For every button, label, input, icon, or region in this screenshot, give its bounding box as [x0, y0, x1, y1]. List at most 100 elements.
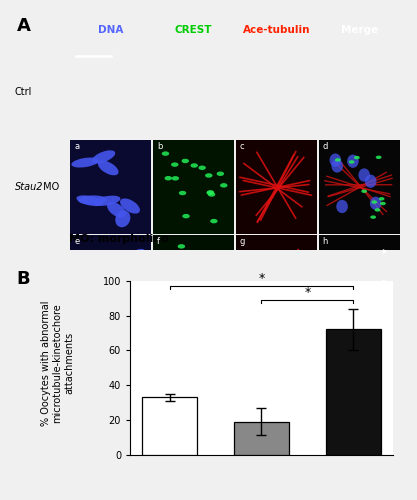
- Circle shape: [211, 291, 218, 295]
- Ellipse shape: [93, 196, 121, 206]
- Circle shape: [351, 265, 357, 268]
- Circle shape: [210, 219, 218, 224]
- Ellipse shape: [115, 210, 131, 228]
- Circle shape: [181, 158, 189, 163]
- Ellipse shape: [339, 296, 350, 310]
- Ellipse shape: [78, 196, 107, 204]
- Circle shape: [192, 286, 200, 290]
- Circle shape: [172, 176, 179, 180]
- Circle shape: [163, 292, 171, 296]
- Circle shape: [165, 288, 172, 293]
- Circle shape: [216, 294, 224, 298]
- Ellipse shape: [334, 285, 346, 298]
- Ellipse shape: [71, 158, 99, 168]
- Ellipse shape: [359, 254, 370, 267]
- Circle shape: [186, 269, 193, 273]
- Text: Stau2: Stau2: [15, 182, 43, 192]
- Text: MO: morpholino: MO: morpholino: [69, 234, 169, 244]
- Circle shape: [192, 282, 199, 286]
- Bar: [236, 235, 317, 329]
- Ellipse shape: [358, 168, 370, 181]
- Ellipse shape: [104, 296, 126, 310]
- Text: g: g: [240, 237, 245, 246]
- Ellipse shape: [126, 252, 148, 266]
- Text: f: f: [157, 237, 160, 246]
- Circle shape: [171, 162, 178, 167]
- Circle shape: [332, 258, 338, 262]
- Text: Merge: Merge: [341, 26, 378, 36]
- Circle shape: [335, 292, 341, 296]
- Circle shape: [361, 190, 367, 193]
- Circle shape: [374, 208, 380, 212]
- Text: A: A: [16, 18, 30, 36]
- Text: a: a: [74, 142, 79, 151]
- Circle shape: [220, 183, 228, 188]
- Ellipse shape: [113, 282, 140, 292]
- Circle shape: [207, 304, 215, 308]
- Ellipse shape: [367, 279, 379, 292]
- Ellipse shape: [120, 198, 140, 214]
- Circle shape: [376, 258, 382, 262]
- Ellipse shape: [75, 288, 102, 298]
- Circle shape: [200, 265, 207, 270]
- Ellipse shape: [367, 294, 379, 308]
- Ellipse shape: [118, 255, 137, 270]
- Text: % Oocytes with abnormal
microtubule-kinetochore
attachments: % Oocytes with abnormal microtubule-kine…: [41, 300, 74, 426]
- Ellipse shape: [125, 302, 140, 318]
- Ellipse shape: [370, 196, 382, 210]
- Circle shape: [162, 268, 169, 272]
- Circle shape: [372, 258, 378, 262]
- Bar: [153, 140, 234, 234]
- Ellipse shape: [119, 270, 147, 279]
- Circle shape: [376, 156, 382, 159]
- Ellipse shape: [121, 272, 147, 283]
- Circle shape: [208, 192, 215, 196]
- Circle shape: [217, 172, 224, 176]
- Circle shape: [380, 202, 386, 205]
- Circle shape: [205, 173, 213, 178]
- Text: d: d: [322, 142, 328, 151]
- Circle shape: [179, 191, 186, 195]
- Bar: [153, 235, 234, 329]
- Circle shape: [206, 190, 214, 195]
- Circle shape: [184, 250, 191, 254]
- Circle shape: [171, 296, 178, 300]
- Bar: [319, 235, 400, 329]
- Circle shape: [339, 253, 345, 256]
- Circle shape: [377, 302, 383, 306]
- Bar: [70, 235, 151, 329]
- Circle shape: [343, 298, 349, 302]
- Ellipse shape: [329, 154, 341, 166]
- Circle shape: [372, 200, 377, 204]
- Ellipse shape: [367, 254, 379, 267]
- Ellipse shape: [107, 202, 126, 218]
- Ellipse shape: [376, 255, 388, 268]
- Circle shape: [218, 262, 226, 266]
- Ellipse shape: [348, 259, 359, 272]
- Circle shape: [165, 176, 172, 180]
- Ellipse shape: [347, 154, 359, 168]
- Circle shape: [162, 302, 170, 306]
- Circle shape: [335, 158, 341, 162]
- Ellipse shape: [123, 279, 151, 288]
- Circle shape: [162, 152, 169, 156]
- Bar: [319, 140, 400, 234]
- Circle shape: [177, 256, 184, 261]
- Ellipse shape: [128, 249, 146, 264]
- Ellipse shape: [98, 160, 118, 176]
- Circle shape: [354, 156, 360, 160]
- Circle shape: [379, 197, 384, 200]
- Text: c: c: [240, 142, 244, 151]
- Text: Ace-tubulin: Ace-tubulin: [243, 26, 310, 36]
- Ellipse shape: [92, 150, 115, 164]
- Circle shape: [370, 216, 376, 219]
- Ellipse shape: [332, 160, 343, 172]
- Ellipse shape: [121, 294, 139, 310]
- Circle shape: [177, 274, 184, 279]
- Text: h: h: [322, 237, 328, 246]
- Circle shape: [191, 164, 198, 168]
- Ellipse shape: [113, 270, 132, 286]
- Circle shape: [372, 308, 378, 312]
- Text: e: e: [74, 237, 79, 246]
- Ellipse shape: [361, 256, 373, 270]
